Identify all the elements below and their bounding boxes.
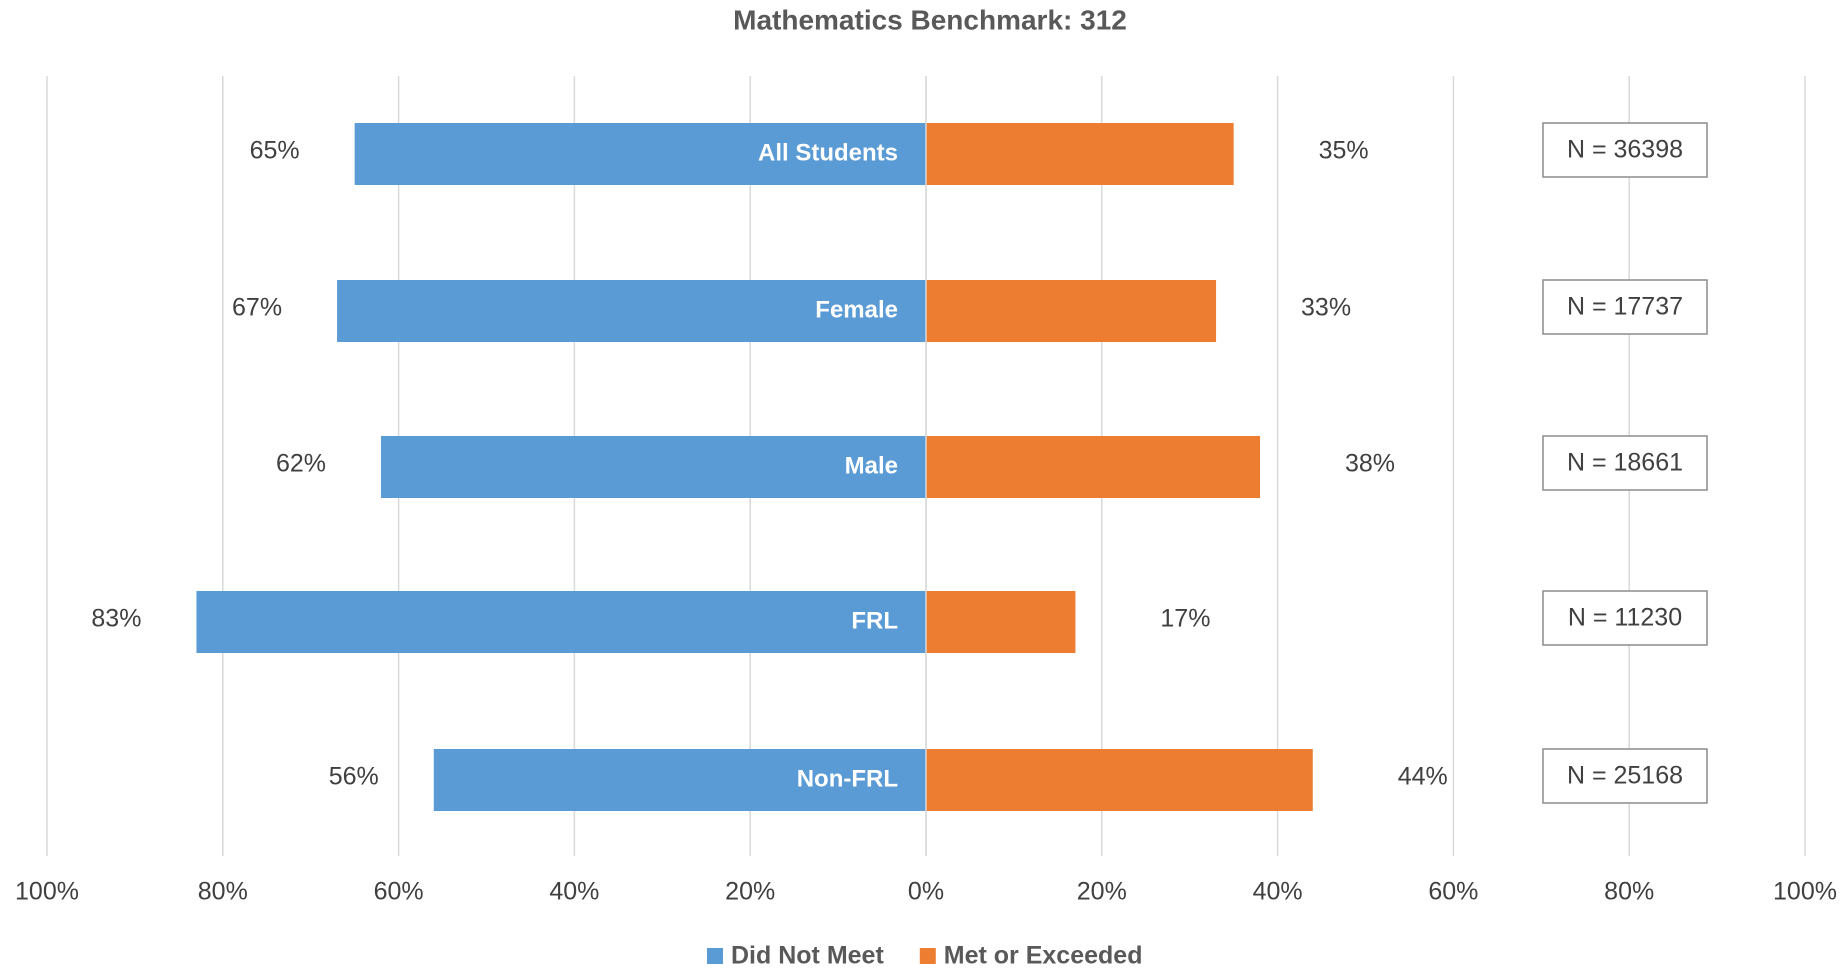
category-label: All Students <box>758 139 898 166</box>
bar <box>926 591 1076 653</box>
x-tick-label: 100% <box>15 878 79 906</box>
value-label: 65% <box>250 137 300 165</box>
category-label: Female <box>815 296 898 323</box>
value-label: 33% <box>1301 294 1351 322</box>
x-tick-label: 60% <box>1428 878 1478 906</box>
category-label: Non-FRL <box>797 765 898 792</box>
x-tick-label: 80% <box>1604 878 1654 906</box>
bar <box>337 280 926 342</box>
annotation-box <box>1542 279 1708 335</box>
x-tick-label: 40% <box>549 878 599 906</box>
value-label: 62% <box>276 450 326 478</box>
value-label: 44% <box>1398 763 1448 791</box>
bar <box>926 749 1313 811</box>
annotation: N = 11230 <box>1568 604 1682 632</box>
bar <box>926 436 1261 498</box>
value-label: 38% <box>1345 450 1395 478</box>
chart-title: Mathematics Benchmark: 312 <box>733 4 1127 35</box>
value-label: 35% <box>1319 137 1369 165</box>
bar <box>433 749 926 811</box>
value-label: 56% <box>329 763 379 791</box>
legend-label: Did Not Meet <box>731 942 884 970</box>
legend-swatch <box>707 948 723 964</box>
annotation-box <box>1542 748 1708 804</box>
annotation-box <box>1542 590 1708 646</box>
value-label: 83% <box>91 605 141 633</box>
value-label: 67% <box>232 294 282 322</box>
category-label: FRL <box>851 607 898 634</box>
value-label: 17% <box>1160 605 1210 633</box>
annotation-box <box>1542 122 1708 178</box>
x-tick-label: 100% <box>1773 878 1837 906</box>
category-label: Male <box>845 452 898 479</box>
bar <box>354 123 926 185</box>
annotation: N = 36398 <box>1567 136 1683 164</box>
bar <box>381 436 926 498</box>
legend-swatch <box>919 948 936 964</box>
x-tick-label: 20% <box>725 878 775 906</box>
x-tick-label: 80% <box>198 878 248 906</box>
bar <box>196 591 926 653</box>
bar <box>926 123 1234 185</box>
x-tick-label: 0% <box>908 878 944 906</box>
legend-label: Met or Exceeded <box>944 942 1143 970</box>
x-tick-label: 60% <box>374 878 424 906</box>
annotation-box <box>1542 435 1708 491</box>
annotation: N = 17737 <box>1567 293 1683 321</box>
bar <box>926 280 1217 342</box>
annotation: N = 18661 <box>1567 449 1683 477</box>
annotation: N = 25168 <box>1567 762 1683 790</box>
x-tick-label: 20% <box>1077 878 1127 906</box>
x-tick-label: 40% <box>1253 878 1303 906</box>
